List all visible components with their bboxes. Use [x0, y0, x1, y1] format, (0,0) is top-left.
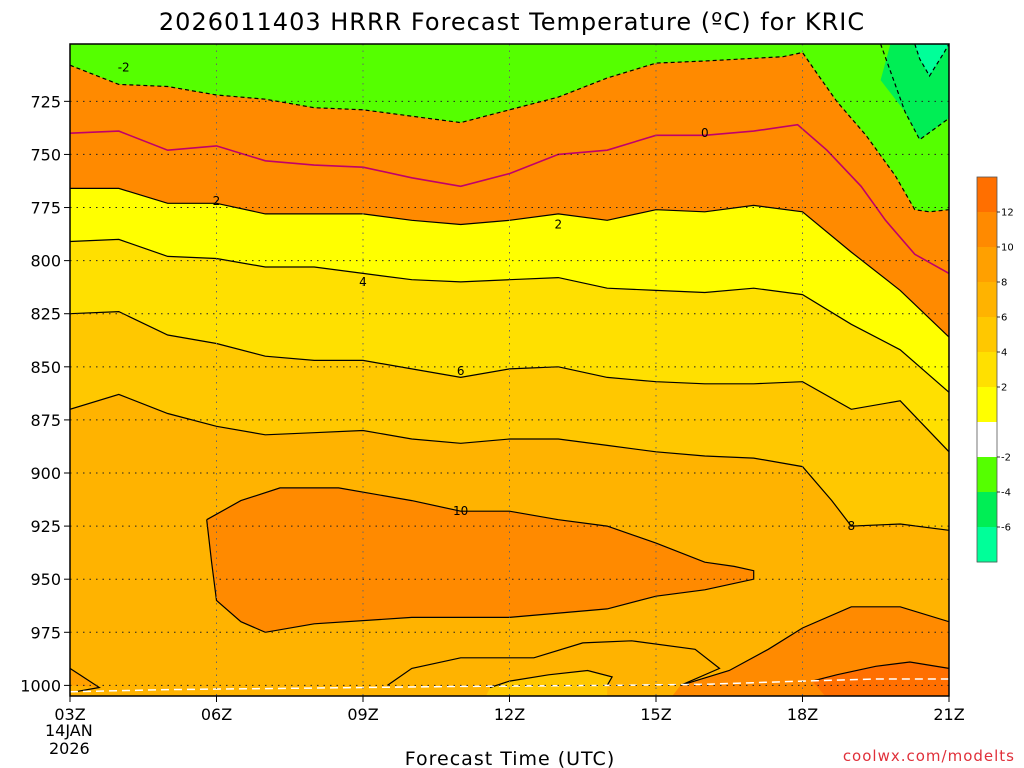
- colorbar-band: [977, 317, 997, 353]
- y-axis: 725 750 775 800 825 850 875 900 925 950 975 1000: [20, 92, 70, 695]
- region-low-cool-6-8: [387, 640, 720, 696]
- contour-line: [70, 393, 949, 531]
- colorbar-band: [977, 177, 997, 213]
- x-tick-label: 06Z: [201, 705, 232, 724]
- x-tick-label: 03Z: [54, 705, 85, 724]
- region-aqua-patch: [914, 44, 949, 76]
- contour-line: [680, 606, 949, 686]
- colorbar-tick-label: 12: [1001, 208, 1014, 219]
- colorbar-band: [977, 387, 997, 423]
- y-tick-label: 800: [30, 252, 61, 271]
- contour-line: [387, 640, 721, 686]
- colorbar-tick-label: 4: [1001, 348, 1007, 359]
- colorbar-band: [977, 282, 997, 318]
- x-tick-label: 09Z: [347, 705, 378, 724]
- region-band-8-10: [70, 668, 100, 696]
- x-tick-label: 15Z: [640, 705, 671, 724]
- contour-labels: -2 0 2 2 4 6 8 10: [118, 60, 855, 533]
- x-tick-label: 21Z: [933, 705, 964, 724]
- region-warm-core-10-12: [206, 487, 754, 633]
- date-label-line2: 2026: [49, 739, 90, 758]
- y-tick-label: 875: [30, 411, 61, 430]
- colorbar-tick-label: 2: [1001, 383, 1007, 394]
- colorbar-frame: [976, 176, 998, 563]
- contour-line: [489, 669, 614, 689]
- date-label-line1: 14JAN: [45, 721, 93, 740]
- contour-line: [880, 44, 949, 141]
- chart-title: 2026011403 HRRR Forecast Temperature (ºC…: [159, 8, 865, 36]
- contour-label: 0: [701, 126, 709, 140]
- y-tick-label: 925: [30, 517, 61, 536]
- colorbar-tick-label: -4: [1001, 488, 1011, 499]
- x-tick-label: 18Z: [787, 705, 818, 724]
- y-tick-label: 775: [30, 199, 61, 218]
- colorbar-band: [977, 457, 997, 493]
- x-axis: 03Z 06Z 09Z 12Z 15Z 18Z 21Z: [54, 696, 965, 724]
- x-tick-label: 12Z: [494, 705, 525, 724]
- contour-line: [70, 667, 101, 693]
- surface-line: [70, 678, 949, 693]
- colorbar-tick-label: -2: [1001, 453, 1011, 464]
- y-tick-label: 1000: [20, 676, 61, 695]
- region-low-cool-4-6: [486, 670, 613, 696]
- colorbar-tick-label: 6: [1001, 313, 1007, 324]
- y-tick-label: 900: [30, 464, 61, 483]
- contour-label: -2: [118, 60, 130, 74]
- colorbar-band: [977, 352, 997, 388]
- y-tick-label: 950: [30, 570, 61, 589]
- colorbar-band: [977, 212, 997, 248]
- contour-label: 6: [457, 364, 465, 378]
- colorbar-band: [977, 247, 997, 283]
- colorbar-tick-label: 10: [1001, 243, 1014, 254]
- contour-line: [70, 51, 949, 213]
- contour-line: [812, 661, 949, 682]
- y-tick-label: 850: [30, 358, 61, 377]
- y-tick-label: 825: [30, 305, 61, 324]
- y-tick-label: 750: [30, 145, 61, 164]
- colorbar: 12 10 8 6 4 2 -2 -4 -6: [976, 176, 1014, 563]
- colorbar-band: [977, 492, 997, 528]
- colorbar-tick-label: 8: [1001, 278, 1007, 289]
- contour-label: 2: [213, 194, 221, 208]
- contour-label: 4: [359, 275, 367, 289]
- colorbar-band: [977, 527, 997, 563]
- x-axis-label: Forecast Time (UTC): [405, 748, 615, 768]
- region-green-top: [70, 44, 949, 212]
- y-tick-label: 725: [30, 92, 61, 111]
- y-tick-label: 975: [30, 623, 61, 642]
- colorbar-band: [977, 422, 997, 458]
- contour-label: 2: [555, 218, 563, 232]
- colorbar-tick-label: -6: [1001, 523, 1011, 534]
- contour-label: 8: [848, 519, 856, 533]
- contour-line: [914, 44, 949, 78]
- credit-text: coolwx.com/modelts: [843, 747, 1015, 765]
- contour-label: 10: [453, 504, 468, 518]
